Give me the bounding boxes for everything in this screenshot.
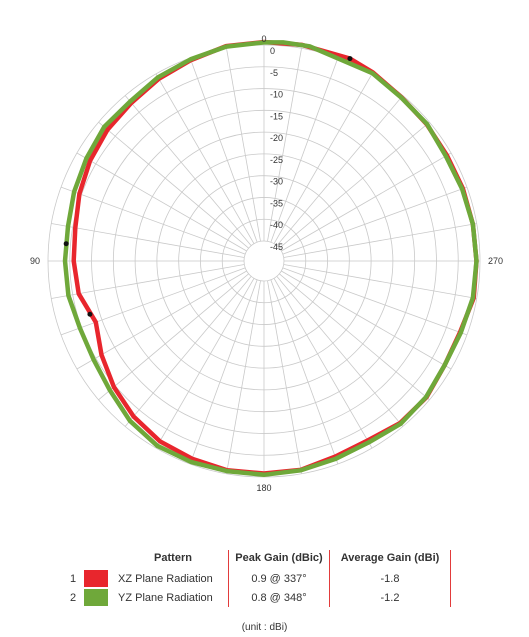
grid-spoke	[283, 223, 477, 258]
legend-peak-gain: 0.8 @ 348°	[228, 588, 330, 607]
radial-tick-label: -10	[270, 90, 283, 100]
grid-spoke	[273, 278, 373, 449]
series-line-yz-plane	[62, 40, 479, 478]
grid-spoke	[51, 223, 245, 258]
grid-spoke	[281, 270, 452, 370]
grid-spoke	[98, 121, 249, 249]
unit-note: (unit : dBi)	[241, 622, 288, 633]
grid-spoke	[60, 267, 246, 336]
angle-tick-label: 270	[488, 256, 503, 266]
radial-tick-label: -20	[270, 133, 283, 143]
legend-row: 2 YZ Plane Radiation 0.8 @ 348° -1.2	[62, 588, 451, 607]
grid-spoke	[226, 280, 261, 474]
series-marker	[87, 311, 93, 317]
legend-average-gain: -1.2	[329, 588, 451, 607]
angle-tick-label: 0	[261, 34, 266, 44]
grid-spoke	[281, 152, 452, 252]
grid-ring	[112, 109, 416, 413]
grid-spoke	[155, 73, 255, 244]
grid-spoke	[279, 121, 430, 249]
grid-ring	[69, 66, 459, 456]
radial-tick-label: -45	[270, 242, 283, 252]
grid-spoke	[267, 280, 302, 474]
grid-spoke	[189, 279, 258, 465]
legend-header-pattern: Pattern	[154, 552, 192, 564]
grid-spoke	[124, 95, 252, 246]
legend-header-avg: Average Gain (dBi)	[329, 550, 451, 569]
grid-spoke	[282, 267, 468, 336]
grid-spoke	[283, 264, 477, 299]
grid-ring	[134, 131, 394, 391]
radial-tick-label: -30	[270, 177, 283, 187]
grid-ring	[243, 240, 285, 282]
grid-ring	[178, 175, 350, 347]
radial-tick-label: 0	[270, 46, 275, 56]
grid-spoke	[60, 186, 246, 255]
grid-ring	[91, 88, 437, 434]
grid-spoke	[282, 186, 468, 255]
angle-tick-label: 180	[256, 483, 271, 493]
legend-table: Pattern Peak Gain (dBic) Average Gain (d…	[62, 550, 462, 607]
grid-spoke	[270, 57, 339, 243]
series-layer	[62, 39, 479, 478]
series-marker	[347, 56, 353, 62]
polar-grid	[47, 44, 481, 478]
legend-row: 1 XZ Plane Radiation 0.9 @ 337° -1.8	[62, 569, 451, 588]
legend-swatch-xz	[84, 570, 108, 587]
grid-ring	[156, 153, 372, 369]
series-marker	[63, 241, 69, 247]
grid-spoke	[155, 278, 255, 449]
grid-spoke	[76, 270, 247, 370]
grid-spoke	[276, 95, 404, 246]
polar-radiation-chart: 0 -5 -10 -15 -20 -25 -30 -35 -40 -45 0 90 180 270	[30, 34, 503, 493]
grid-spoke	[124, 276, 252, 427]
radial-tick-label: -25	[270, 155, 283, 165]
grid-ring	[200, 197, 328, 325]
legend-row-number: 2	[69, 591, 77, 604]
legend-peak-gain: 0.9 @ 337°	[228, 569, 330, 588]
grid-ring	[221, 218, 307, 304]
radial-tick-label: -35	[270, 198, 283, 208]
legend-row-number: 1	[69, 572, 77, 585]
grid-spoke	[98, 273, 249, 401]
radial-tick-label: -5	[270, 68, 278, 78]
grid-spoke	[267, 48, 302, 242]
angle-tick-label: 90	[30, 256, 40, 266]
grid-spoke	[51, 264, 245, 299]
radial-tick-label: -15	[270, 111, 283, 121]
legend-series-name: XZ Plane Radiation	[118, 572, 213, 585]
legend-average-gain: -1.8	[329, 569, 451, 588]
radial-tick-label: -40	[270, 220, 283, 230]
grid-spoke	[273, 73, 373, 244]
legend-series-name: YZ Plane Radiation	[118, 591, 213, 604]
label-layer: 0 -5 -10 -15 -20 -25 -30 -35 -40 -45 0 90 180 270	[30, 34, 503, 493]
marker-layer	[63, 56, 353, 317]
legend-swatch-yz	[84, 589, 108, 606]
legend-header-peak: Peak Gain (dBic)	[228, 550, 330, 569]
grid-spoke	[279, 273, 430, 401]
grid-spoke	[189, 57, 258, 243]
grid-spoke	[226, 48, 261, 242]
grid-spoke	[270, 279, 339, 465]
grid-spoke	[76, 152, 247, 252]
grid-spoke	[276, 276, 404, 427]
